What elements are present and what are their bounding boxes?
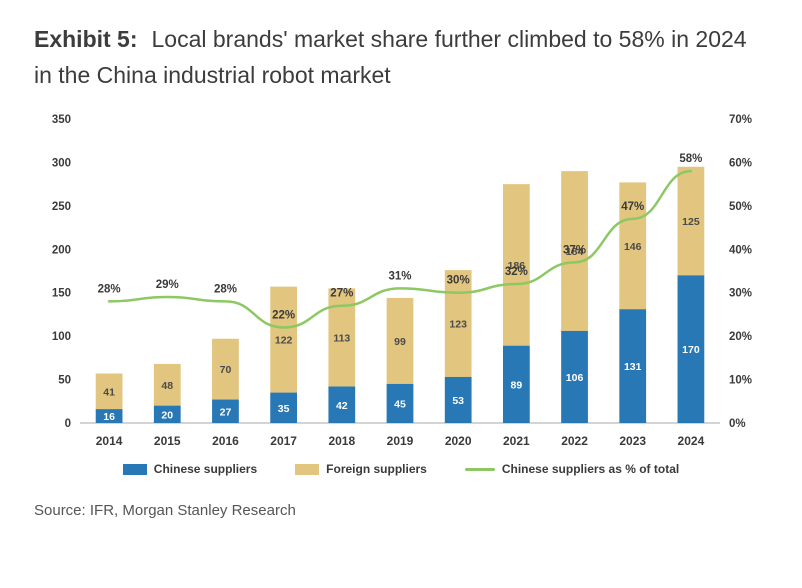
svg-text:2015: 2015	[154, 434, 181, 448]
svg-text:146: 146	[624, 241, 642, 253]
svg-text:2022: 2022	[561, 434, 588, 448]
svg-text:35: 35	[278, 403, 290, 415]
svg-text:42: 42	[336, 400, 348, 412]
svg-text:20%: 20%	[729, 331, 752, 343]
svg-text:27%: 27%	[330, 288, 353, 300]
svg-text:2018: 2018	[328, 434, 355, 448]
svg-text:58%: 58%	[679, 153, 702, 165]
svg-text:122: 122	[275, 335, 293, 347]
line-series-swatch-icon	[464, 467, 495, 471]
svg-text:250: 250	[52, 201, 71, 213]
svg-text:28%: 28%	[98, 284, 121, 296]
svg-text:350: 350	[52, 114, 71, 126]
svg-text:2019: 2019	[387, 434, 414, 448]
svg-text:60%: 60%	[729, 158, 752, 170]
svg-text:2021: 2021	[503, 434, 530, 448]
chart-legend: Chinese suppliers Foreign suppliers Chin…	[34, 462, 768, 476]
svg-text:2017: 2017	[270, 434, 297, 448]
svg-text:106: 106	[566, 372, 584, 384]
exhibit-label: Exhibit 5:	[34, 26, 138, 52]
svg-text:20: 20	[161, 410, 173, 422]
legend-item-line: Chinese suppliers as % of total	[464, 462, 680, 477]
svg-text:53: 53	[452, 395, 464, 407]
svg-text:125: 125	[682, 216, 700, 228]
svg-text:40%: 40%	[729, 245, 752, 257]
chart-title: Exhibit 5: Local brands' market share fur…	[34, 22, 764, 93]
svg-text:22%: 22%	[272, 310, 295, 322]
svg-text:100: 100	[52, 331, 71, 343]
svg-text:16: 16	[103, 411, 115, 423]
source-note: Source: IFR, Morgan Stanley Research	[34, 502, 296, 520]
svg-text:200: 200	[52, 245, 71, 257]
svg-text:150: 150	[52, 288, 71, 300]
legend-label-chinese: Chinese suppliers	[153, 462, 258, 477]
svg-text:2014: 2014	[96, 434, 123, 448]
title-text: Local brands' market share further climb…	[34, 26, 747, 88]
svg-text:28%: 28%	[214, 284, 237, 296]
svg-text:32%: 32%	[505, 266, 528, 278]
svg-text:99: 99	[394, 336, 406, 348]
svg-text:30%: 30%	[447, 275, 470, 287]
foreign-suppliers-swatch-icon	[295, 463, 320, 475]
svg-text:70%: 70%	[729, 114, 752, 126]
svg-text:2016: 2016	[212, 434, 239, 448]
svg-text:29%: 29%	[156, 279, 179, 291]
svg-text:47%: 47%	[621, 201, 644, 213]
svg-text:31%: 31%	[388, 271, 411, 283]
svg-text:70: 70	[220, 364, 232, 376]
legend-label-line: Chinese suppliers as % of total	[501, 462, 680, 477]
svg-text:2023: 2023	[619, 434, 646, 448]
svg-text:2024: 2024	[678, 434, 705, 448]
svg-text:0: 0	[65, 418, 71, 430]
svg-text:30%: 30%	[729, 288, 752, 300]
svg-text:50: 50	[58, 375, 71, 387]
chinese-suppliers-swatch-icon	[122, 463, 147, 475]
svg-text:184: 184	[566, 246, 584, 258]
legend-item-foreign: Foreign suppliers	[295, 462, 427, 476]
svg-text:170: 170	[682, 344, 700, 356]
svg-text:27: 27	[220, 407, 232, 419]
svg-text:2020: 2020	[445, 434, 472, 448]
svg-text:89: 89	[511, 380, 523, 392]
chart-area: 0 50 100 150 200 250 300 350 0% 10% 20% 30% 40% 50% 60…	[34, 103, 768, 460]
svg-text:131: 131	[624, 361, 642, 373]
svg-text:10%: 10%	[729, 375, 752, 387]
svg-text:50%: 50%	[729, 201, 752, 213]
svg-text:41: 41	[103, 387, 115, 399]
svg-text:113: 113	[333, 333, 350, 345]
legend-label-foreign: Foreign suppliers	[326, 462, 427, 477]
svg-text:186: 186	[508, 260, 526, 272]
svg-text:0%: 0%	[729, 418, 746, 430]
stacked-bar-chart: 0 50 100 150 200 250 300 350 0% 10% 20% 30% 40% 50% 60…	[52, 114, 752, 448]
svg-text:123: 123	[449, 319, 467, 331]
svg-text:37%: 37%	[563, 245, 586, 257]
svg-text:300: 300	[52, 158, 71, 170]
legend-item-chinese: Chinese suppliers	[122, 462, 258, 477]
svg-text:45: 45	[394, 399, 406, 411]
svg-text:48: 48	[161, 380, 173, 392]
